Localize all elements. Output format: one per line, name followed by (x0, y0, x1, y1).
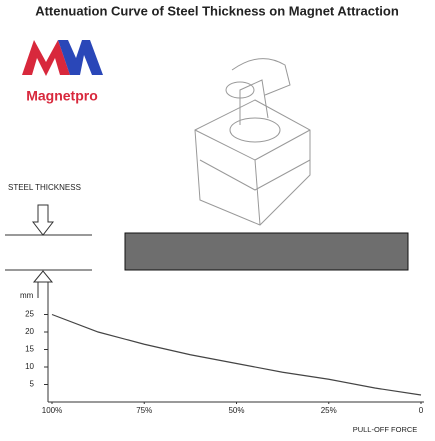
brand-name: Magnetpro (26, 88, 98, 104)
steel-plate (124, 232, 409, 271)
thickness-marker (5, 204, 92, 298)
chart-title: Attenuation Curve of Steel Thickness on … (35, 3, 399, 18)
magnet-illustration (194, 58, 311, 226)
x-tick-label: 75% (136, 406, 152, 415)
x-tick-label: 100% (42, 406, 62, 415)
x-axis-label: PULL-OFF FORCE (353, 425, 418, 434)
y-tick-label: 5 (30, 380, 35, 389)
y-tick-label: 25 (25, 310, 34, 319)
y-tick-label: 20 (25, 327, 34, 336)
logo (22, 40, 103, 76)
x-tick-label: 0 (419, 406, 424, 415)
x-tick-label: 50% (228, 406, 244, 415)
y-tick-label: 15 (25, 345, 34, 354)
y-axis-label: mm (20, 291, 34, 300)
y-tick-label: 10 (25, 362, 34, 371)
x-tick-label: 25% (321, 406, 337, 415)
data-line (51, 313, 422, 396)
annotation: STEEL THICKNESS (8, 183, 81, 192)
